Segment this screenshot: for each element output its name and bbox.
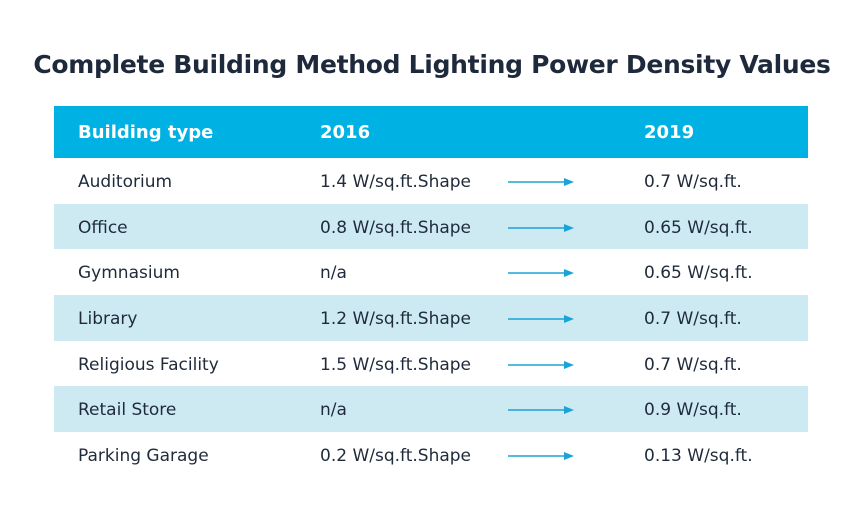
- arrow-right-icon: [508, 295, 574, 341]
- table-row: Office 0.8 W/sq.ft.Shape 0.65 W/sq.ft.: [54, 203, 808, 250]
- value-2019-cell: 0.7 W/sq.ft.: [644, 354, 742, 375]
- page-title: Complete Building Method Lighting Power …: [33, 50, 831, 79]
- table-header-row: Building type 2016 2019: [54, 106, 808, 158]
- arrow-right-icon: [508, 386, 574, 432]
- value-2016-cell: 1.2 W/sq.ft.Shape: [320, 308, 472, 329]
- building-type-cell: Auditorium: [78, 171, 173, 192]
- value-2019-cell: 0.13 W/sq.ft.: [644, 445, 753, 466]
- building-type-cell: Gymnasium: [78, 263, 180, 284]
- building-type-cell: Library: [78, 308, 138, 329]
- building-type-cell: Religious Facility: [78, 354, 219, 375]
- value-2019-cell: 0.9 W/sq.ft.: [644, 400, 742, 421]
- table-row: Library 1.2 W/sq.ft.Shape 0.7 W/sq.ft.: [54, 295, 808, 341]
- value-2019-cell: 0.65 W/sq.ft.: [644, 217, 753, 238]
- table-row: Auditorium 1.4 W/sq.ft.Shape 0.7 W/sq.ft…: [54, 158, 808, 204]
- header-2016: 2016: [320, 121, 371, 143]
- building-type-cell: Parking Garage: [78, 445, 209, 466]
- value-2016-cell: 1.5 W/sq.ft.Shape: [320, 354, 472, 375]
- arrow-right-icon: [508, 158, 574, 204]
- value-2019-cell: 0.65 W/sq.ft.: [644, 263, 753, 284]
- arrow-right-icon: [508, 204, 574, 250]
- lpd-table: Building type 2016 2019 Auditorium 1.4 W…: [54, 106, 808, 478]
- value-2016-cell: 0.8 W/sq.ft.Shape: [320, 217, 472, 238]
- table-row: Retail Store n/a 0.9 W/sq.ft.: [54, 386, 808, 433]
- value-2016-cell: n/a: [320, 400, 347, 421]
- value-2016-cell: n/a: [320, 263, 347, 284]
- header-building-type: Building type: [78, 121, 214, 143]
- table-row: Parking Garage 0.2 W/sq.ft.Shape 0.13 W/…: [54, 432, 808, 478]
- value-2019-cell: 0.7 W/sq.ft.: [644, 308, 742, 329]
- value-2016-cell: 1.4 W/sq.ft.Shape: [320, 171, 472, 192]
- table-row: Gymnasium n/a 0.65 W/sq.ft.: [54, 249, 808, 295]
- header-2019: 2019: [644, 121, 695, 143]
- value-2016-cell: 0.2 W/sq.ft.Shape: [320, 445, 472, 466]
- value-2019-cell: 0.7 W/sq.ft.: [644, 171, 742, 192]
- arrow-right-icon: [508, 341, 574, 387]
- arrow-right-icon: [508, 432, 574, 478]
- arrow-right-icon: [508, 249, 574, 295]
- building-type-cell: Retail Store: [78, 400, 177, 421]
- building-type-cell: Office: [78, 217, 128, 238]
- table-row: Religious Facility 1.5 W/sq.ft.Shape 0.7…: [54, 341, 808, 387]
